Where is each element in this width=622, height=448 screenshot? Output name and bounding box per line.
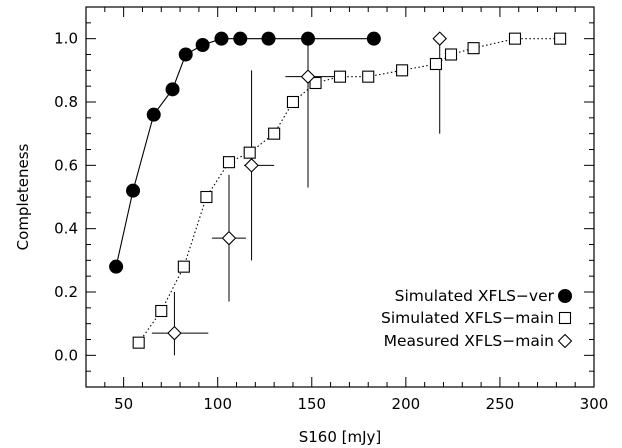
error-bars <box>151 38 441 356</box>
data-point-filled-circle <box>126 183 141 198</box>
data-point-filled-circle <box>261 31 276 46</box>
data-markers <box>109 31 567 349</box>
data-point-filled-circle <box>558 289 572 303</box>
data-point-filled-circle <box>233 31 248 46</box>
data-point-open-diamond <box>432 31 447 46</box>
x-tick-label: 300 <box>580 395 609 413</box>
data-point-filled-circle <box>214 31 229 46</box>
data-point-open-square <box>333 70 347 83</box>
x-tick-label: 250 <box>486 395 515 413</box>
data-point-open-diamond <box>244 158 259 173</box>
legend-label: Simulated XFLS−ver <box>395 287 555 305</box>
legend: Simulated XFLS−ver Simulated XFLS−main Mea… <box>381 287 573 350</box>
data-point-filled-circle <box>178 47 193 62</box>
legend-label: Measured XFLS−main <box>384 332 554 350</box>
data-point-filled-circle <box>301 31 316 46</box>
data-point-open-square <box>243 146 256 159</box>
data-point-open-diamond <box>557 333 573 349</box>
data-point-open-square <box>508 32 522 45</box>
data-point-open-square <box>362 70 375 83</box>
data-point-open-square <box>222 156 236 169</box>
data-point-open-square <box>309 76 322 90</box>
y-axis-title: Completeness <box>14 143 32 250</box>
x-tick-label: 150 <box>297 395 326 413</box>
data-point-open-square <box>444 48 458 61</box>
data-point-open-diamond <box>221 230 237 246</box>
data-point-filled-circle <box>109 259 124 274</box>
data-point-filled-circle <box>195 38 210 52</box>
data-point-open-square <box>554 32 567 45</box>
y-tick-label: 0.4 <box>54 220 78 238</box>
series-line <box>138 38 561 343</box>
y-tick-label: 0.8 <box>54 93 78 111</box>
data-point-open-square <box>467 42 480 55</box>
x-axis-title: S160 [mJy] <box>299 428 382 446</box>
data-point-open-square <box>558 311 572 325</box>
data-point-filled-circle <box>165 82 180 97</box>
y-tick-label: 0.0 <box>54 346 78 364</box>
x-tick-label: 100 <box>203 395 232 413</box>
y-tick-label: 0.6 <box>54 156 78 174</box>
data-point-filled-circle <box>366 31 381 46</box>
axes: 50 100 150 200 250 300 0.0 0.2 0.4 0.6 0.8 1.0 <box>54 7 608 413</box>
legend-label: Simulated XFLS−main <box>381 309 554 327</box>
x-tick-label: 200 <box>392 395 421 413</box>
data-point-open-square <box>132 336 145 349</box>
x-tick-label: 50 <box>114 395 133 413</box>
y-tick-label: 0.2 <box>54 283 78 301</box>
data-point-open-square <box>429 57 443 71</box>
data-point-open-square <box>268 127 281 140</box>
data-point-open-diamond <box>167 325 182 341</box>
data-point-open-square <box>177 260 190 273</box>
data-point-open-diamond <box>300 69 316 84</box>
data-point-open-square <box>200 190 213 204</box>
data-point-filled-circle <box>146 107 161 122</box>
data-point-open-square <box>286 95 300 109</box>
data-point-open-square <box>396 64 409 77</box>
plot-frame <box>85 6 595 388</box>
data-point-open-square <box>155 304 168 318</box>
y-tick-label: 1.0 <box>54 30 78 48</box>
